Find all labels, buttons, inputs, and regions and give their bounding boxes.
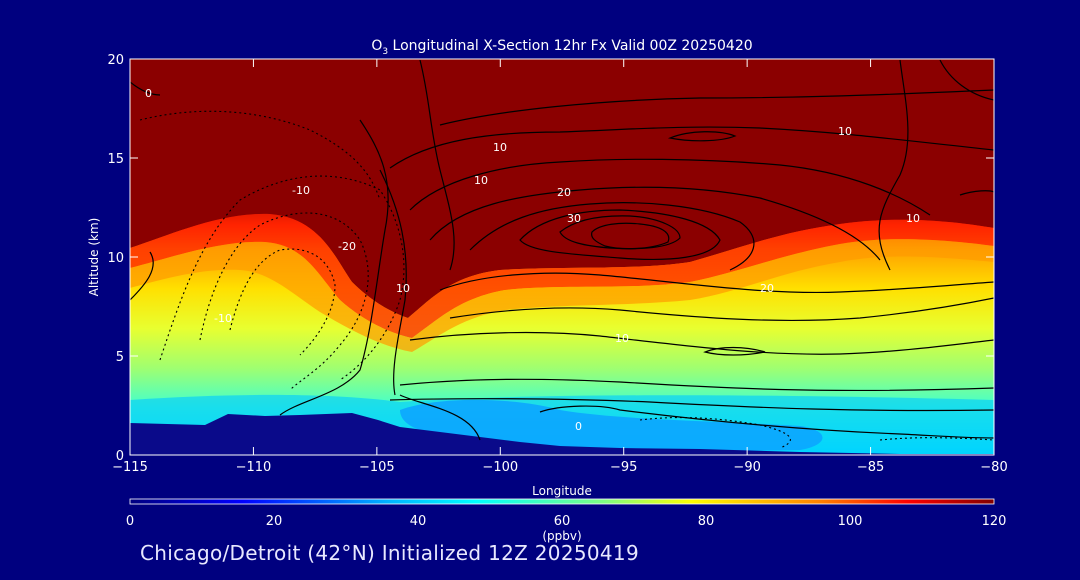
contour-label: 20 xyxy=(760,282,774,295)
contour-label: -10 xyxy=(292,184,310,197)
chart-title: O3 Longitudinal X-Section 12hr Fx Valid … xyxy=(371,38,752,57)
colorbar-tick-label: 80 xyxy=(698,514,715,529)
contour-label: 10 xyxy=(906,212,920,225)
contour-label: 0 xyxy=(145,87,152,100)
y-tick-label: 5 xyxy=(116,350,124,365)
x-tick-label: −80 xyxy=(980,460,1007,475)
contour-label: 0 xyxy=(575,420,582,433)
footer-caption: Chicago/Detroit (42°N) Initialized 12Z 2… xyxy=(140,541,639,565)
contour-label: 10 xyxy=(474,174,488,187)
colorbar-tick-label: 60 xyxy=(554,514,571,529)
contour-label-group: 0 10 10 10 -10 -20 -10 10 20 30 20 10 10… xyxy=(145,87,920,433)
colorbar xyxy=(129,498,995,505)
x-tick-label: −115 xyxy=(112,460,148,475)
y-tick-label: 15 xyxy=(107,152,124,167)
contour-label: 10 xyxy=(615,332,629,345)
terrain xyxy=(130,413,994,455)
colorbar-tick-label: 20 xyxy=(266,514,283,529)
orange-band xyxy=(130,239,994,352)
contour-label: 10 xyxy=(396,282,410,295)
x-tick-label: −95 xyxy=(610,460,637,475)
y-tick-label: 10 xyxy=(107,251,124,266)
contour-label: -20 xyxy=(338,240,356,253)
contour-label: 30 xyxy=(567,212,581,225)
colorbar-tick-label: 40 xyxy=(410,514,427,529)
contour-label: 20 xyxy=(557,186,571,199)
red-transition-band xyxy=(130,213,994,338)
colorbar-unit-label: (ppbv) xyxy=(542,529,581,543)
contour-label: 10 xyxy=(493,141,507,154)
contour-lines xyxy=(130,59,994,441)
x-tick-label: −110 xyxy=(236,460,272,475)
y-axis-label: Altitude (km) xyxy=(87,218,101,297)
colorbar-tick-label: 100 xyxy=(838,514,863,529)
contour-label: 10 xyxy=(838,125,852,138)
colorbar-tick-label: 120 xyxy=(982,514,1007,529)
colorbar-tick-label: 0 xyxy=(126,514,134,529)
x-tick-label: −90 xyxy=(733,460,760,475)
x-tick-label: −105 xyxy=(359,460,395,475)
x-axis: −115 −110 −105 −100 −95 −90 −85 −80 xyxy=(112,59,1008,475)
plot-area: 0 10 10 10 -10 -20 -10 10 20 30 20 10 10… xyxy=(130,59,994,455)
dotted-contour-lines xyxy=(139,110,994,449)
x-axis-label: Longitude xyxy=(532,484,592,498)
x-tick-label: −100 xyxy=(482,460,518,475)
stratosphere-region xyxy=(130,59,994,318)
contour-label: -10 xyxy=(214,312,232,325)
y-tick-label: 20 xyxy=(107,53,124,68)
x-tick-label: −85 xyxy=(857,460,884,475)
y-axis: 0 5 10 15 20 xyxy=(107,53,994,464)
colorbar-ticks: 0 20 40 60 80 100 120 xyxy=(126,514,1007,529)
y-tick-label: 0 xyxy=(116,449,124,464)
